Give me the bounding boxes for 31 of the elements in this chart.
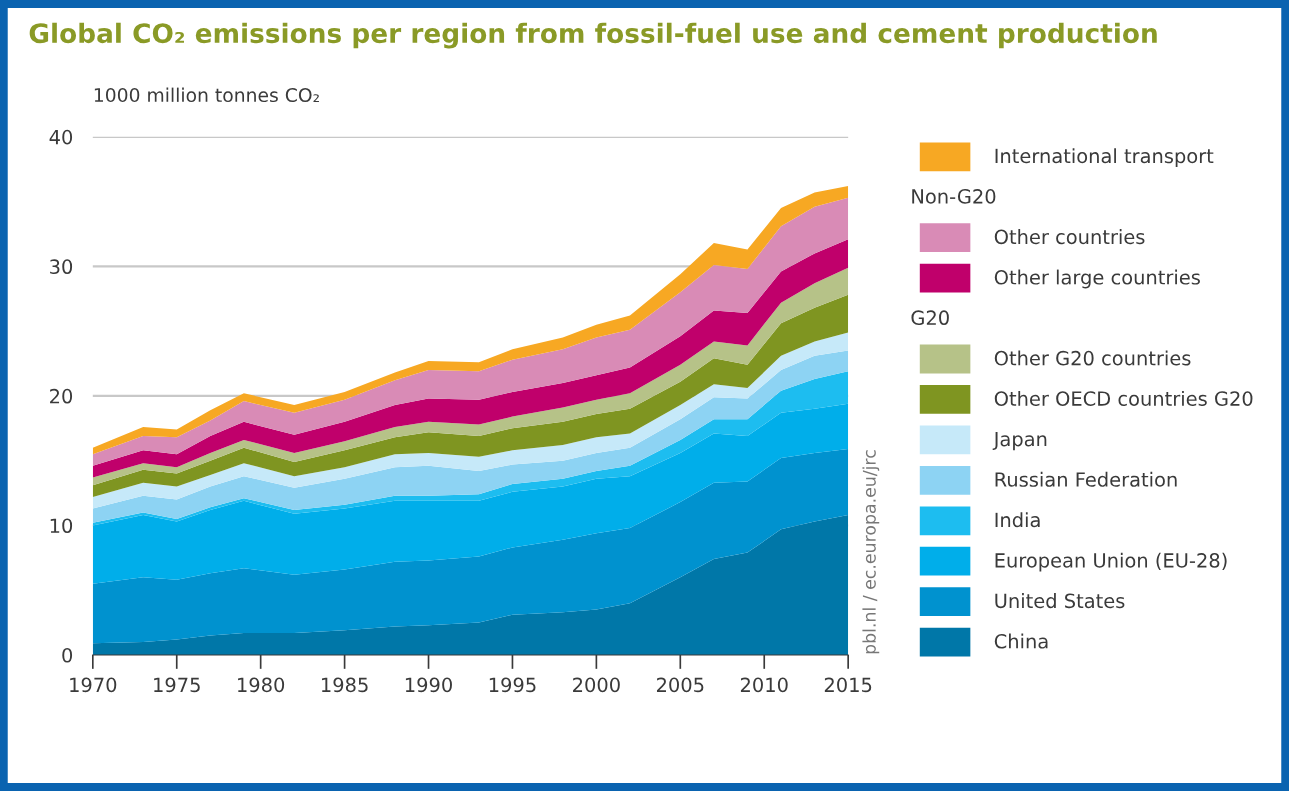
legend-label: International transport: [995, 148, 1214, 168]
legend-label: Other countries: [994, 229, 1145, 245]
chart-title: Global CO₂ emissions per region from fossil-fuel use and cement production: [29, 22, 1157, 49]
y-tick-label: 10: [50, 518, 73, 534]
y-tick-label: 40: [49, 129, 73, 145]
legend-label: Japan: [992, 431, 1047, 451]
y-axis-title: 1000 million tonnes CO₂: [94, 87, 319, 103]
x-tick-label: 1990: [405, 677, 452, 693]
legend-label: Russian Federation: [995, 471, 1177, 487]
x-tick-label: 1980: [238, 677, 285, 693]
legend-label: European Union (EU-28): [995, 552, 1227, 572]
legend-label: United States: [995, 593, 1125, 609]
x-tick-label: 1985: [321, 677, 368, 693]
x-tick-label: 2005: [656, 677, 704, 693]
x-tick-label: 2000: [573, 677, 620, 693]
y-tick-label: 20: [50, 388, 73, 404]
y-tick-label: 0: [62, 647, 73, 663]
text: pbl.nl / ec.europa.eu/jrc: [862, 450, 880, 654]
text: Non-G20: [912, 189, 996, 204]
legend-label: India: [995, 512, 1040, 528]
legend-label: Other large countries: [994, 269, 1200, 289]
x-tick-label: 1970: [70, 677, 117, 693]
x-tick-label: 2010: [740, 677, 788, 693]
x-tick-label: 1995: [489, 677, 536, 693]
legend-label: Other OECD countries G20: [994, 390, 1253, 406]
legend-label: China: [994, 633, 1048, 649]
legend-label: Other G20 countries: [994, 350, 1191, 366]
text: G20: [911, 310, 949, 326]
y-tick-label: 30: [50, 259, 73, 275]
x-tick-label: 1975: [154, 677, 200, 693]
x-tick-label: 2015: [824, 677, 872, 693]
